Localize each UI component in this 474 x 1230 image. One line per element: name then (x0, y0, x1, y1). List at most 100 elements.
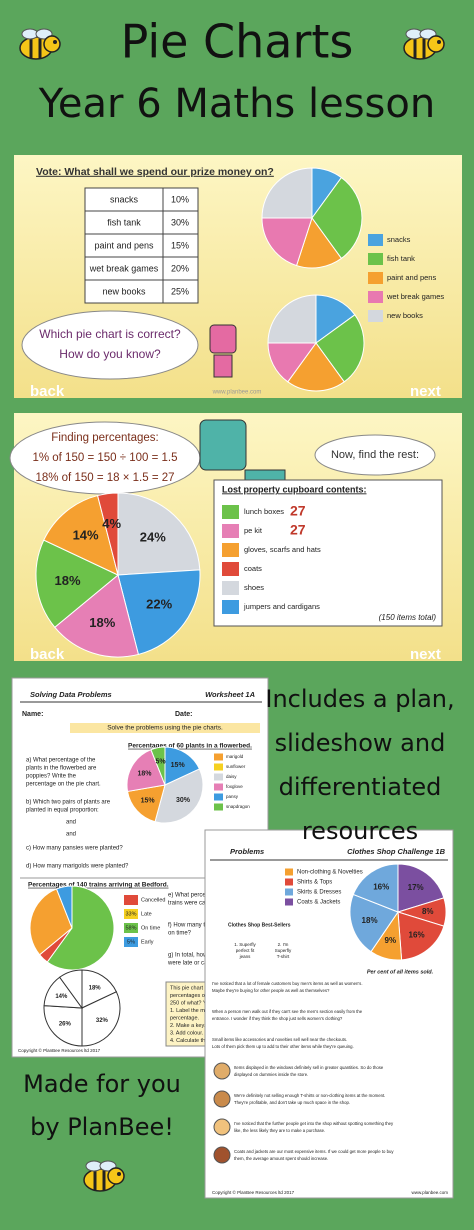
slice-label: 15% (171, 762, 186, 769)
pie-slice (43, 494, 119, 576)
legend-swatch (214, 783, 223, 791)
pie-slice (164, 746, 201, 786)
table-label: new books (102, 286, 146, 296)
legend-label: On time (141, 925, 160, 931)
legend-swatch (285, 888, 293, 896)
note: displayed on dummies inside the store. (234, 1072, 308, 1077)
avatar (213, 1062, 231, 1080)
footer: Copyright © PlanBee Resources ltd 2017 (18, 1047, 101, 1053)
slice-label: 18% (137, 770, 152, 777)
legend-label: new books (387, 311, 423, 320)
legend-label: snapdragon (226, 804, 250, 809)
pie-slice (352, 863, 399, 913)
best-item: T-shirt (277, 954, 290, 959)
pie-slice (315, 314, 365, 383)
pie-slice (55, 885, 73, 929)
legend-swatch (214, 793, 223, 801)
note: Lots of them pick them up to add to thei… (212, 1044, 354, 1049)
note: like, the less likely they are to make a… (234, 1128, 325, 1133)
bubble-text: Now, find the rest: (331, 449, 419, 461)
table-value: 30% (171, 217, 189, 227)
bubble-text: How do you know? (59, 347, 161, 361)
slice-label: 4% (102, 516, 121, 531)
legend-swatch (285, 878, 293, 886)
answer: 27 (290, 503, 306, 519)
slice-label: 26% (59, 1022, 72, 1028)
ws-number: Worksheet 1A (205, 690, 255, 699)
legend-label: shoes (244, 583, 264, 592)
ws-number: Clothes Shop Challenge 1B (347, 847, 446, 856)
pie-slice (43, 1005, 83, 1047)
legend-swatch (214, 773, 223, 781)
pie-slice (267, 294, 317, 344)
note: them, the average amount spent should in… (234, 1156, 328, 1161)
task-text: 4. Calculate the amounts. (170, 1038, 233, 1044)
task-text: 3. Add colour. (170, 1030, 204, 1036)
slice-label: 5% (156, 759, 167, 766)
task-text: This pie chart shows (170, 985, 220, 991)
legend-swatch (214, 803, 223, 811)
table-label: paint and pens (94, 240, 154, 250)
legend-swatch (124, 923, 138, 933)
pie-slice (126, 749, 166, 793)
task-text: 250 of what? You decide. (170, 1000, 232, 1006)
pie-slice (349, 893, 399, 953)
note: I've noticed that the further people get… (234, 1121, 394, 1126)
pie-slice (261, 167, 313, 219)
site: www.planbee.com (212, 390, 262, 396)
legend-label: Cancelled (141, 897, 165, 903)
legend-swatch (222, 524, 239, 538)
bubble-text: 1% of 150 = 150 ÷ 100 = 1.5 (32, 452, 177, 464)
legend-label: Coats & Jackets (297, 900, 340, 906)
pie-slice (29, 888, 73, 956)
footer: www.planbee.com (411, 1190, 448, 1195)
table-label: wet break games (89, 263, 159, 273)
feature-text: Includes a plan, (265, 685, 454, 713)
slice-label: 16% (409, 930, 425, 939)
note: Items displayed in the windows definitel… (234, 1065, 384, 1070)
note: Maybe they're buying for other people as… (212, 988, 330, 993)
legend-label: paint and pens (387, 273, 436, 282)
question: and (66, 820, 76, 826)
avatar (213, 1146, 231, 1164)
nav-button: next (410, 646, 441, 663)
pie-slice (397, 911, 445, 961)
note: They're profitable, and don't take up mu… (234, 1100, 350, 1105)
legend-label: pansy (226, 794, 239, 799)
legend-swatch (124, 937, 138, 947)
legend-swatch (368, 272, 383, 284)
pie-slice (81, 991, 121, 1047)
pie-slice (117, 569, 201, 656)
slice-label: 8% (422, 907, 434, 916)
bubble-text: 18% of 150 = 18 × 1.5 = 27 (35, 472, 174, 484)
task-text: percentage. (170, 1015, 200, 1021)
table-value: 20% (171, 263, 189, 273)
question: e) What percentage of the (168, 893, 238, 899)
legend-label: coats (244, 564, 262, 573)
question: c) How many pansies were planted? (26, 846, 123, 852)
legend-label: Skirts & Dresses (297, 890, 341, 896)
best-item: Superfly (275, 948, 292, 953)
best-title: Clothes Shop Best-Sellers (228, 922, 291, 928)
nav-button: back (30, 646, 65, 663)
chart-title: Percentages of 60 plants in a flowerbed. (128, 743, 252, 750)
legend-swatch (124, 909, 138, 919)
speech-bubble (21, 310, 199, 380)
legend-swatch (368, 291, 383, 303)
question: trains were cancelled? (168, 901, 228, 907)
legend-value: 5% (127, 939, 135, 945)
legend-label: daisy (226, 774, 237, 779)
legend-label: snacks (387, 235, 411, 244)
question: b) Which two pairs of plants are (26, 800, 111, 806)
bubble-text: Which pie chart is correct? (39, 327, 181, 341)
legend-label: Non-clothing & Novelties (297, 870, 363, 876)
ws-title: Problems (230, 847, 264, 856)
legend-label: Late (141, 911, 152, 917)
pie-slice (150, 746, 166, 786)
legend-label: jumpers and cardigans (243, 602, 320, 611)
robot (209, 324, 237, 354)
bar (70, 723, 260, 733)
slice-label: 14% (55, 994, 68, 1000)
pie-slice (154, 768, 204, 824)
